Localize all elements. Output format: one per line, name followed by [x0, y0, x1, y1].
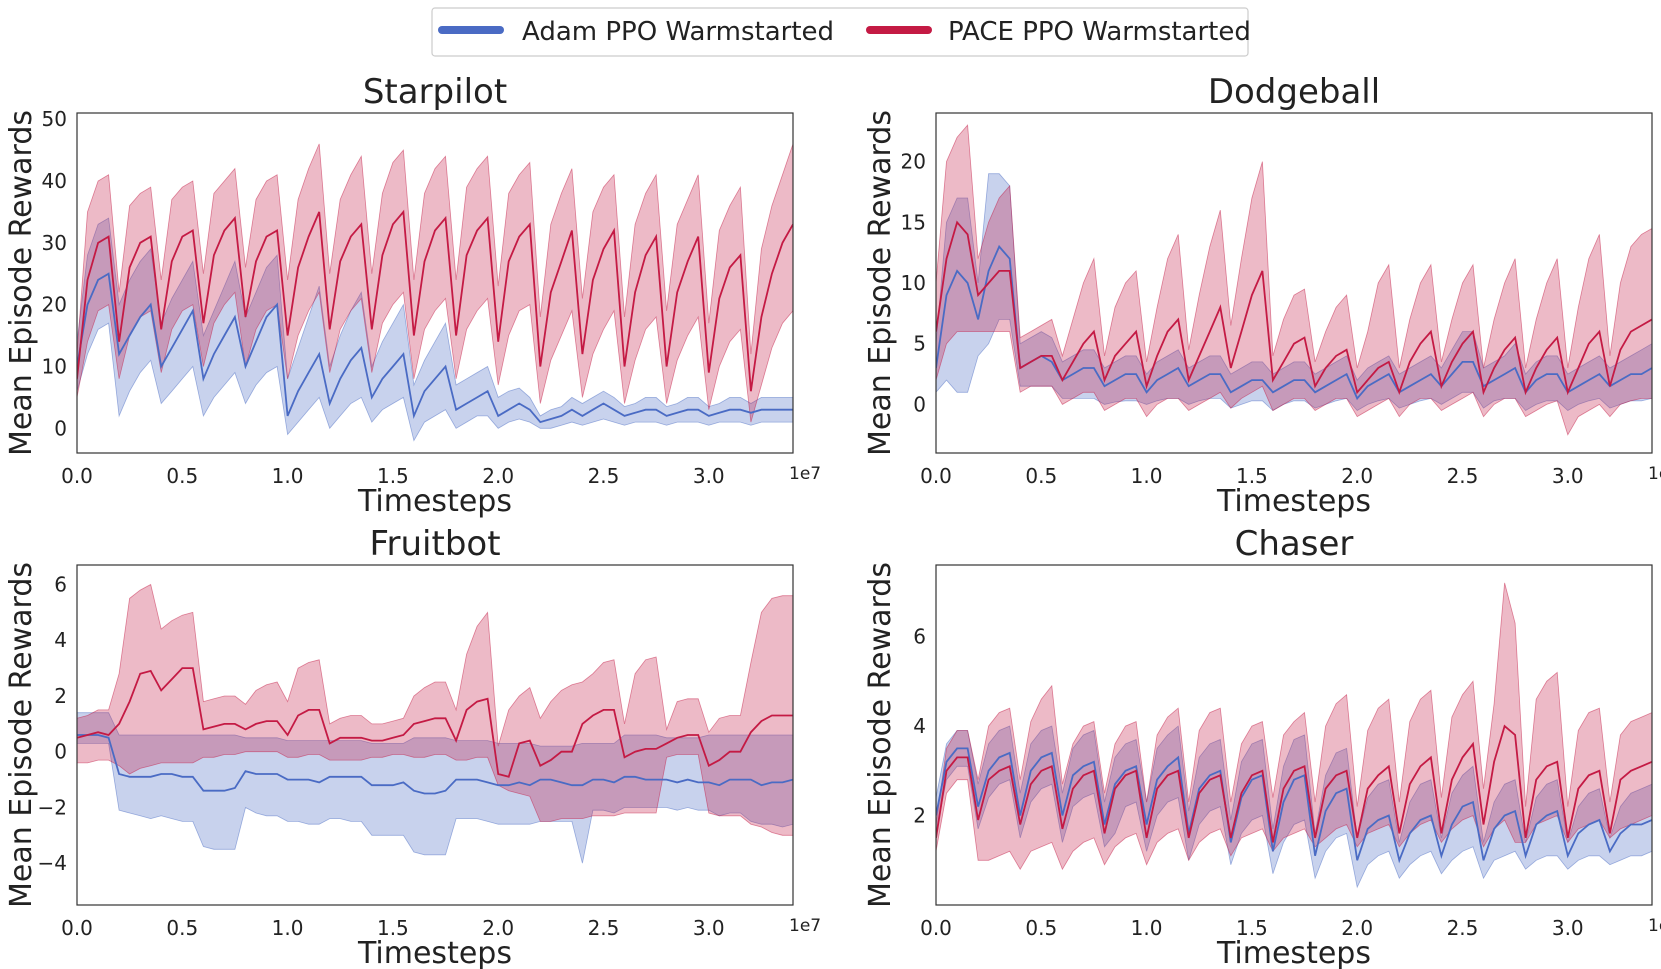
chaser-xlabel: Timesteps	[1216, 936, 1371, 969]
chaser-band-pace-ppo-warmstarted	[936, 582, 1652, 871]
fruitbot-xlabel: Timesteps	[357, 936, 512, 969]
starpilot-xtick-label: 2.0	[482, 464, 514, 488]
chaser-xtick-label: 3.0	[1552, 916, 1584, 940]
starpilot-xtick-label: 1.5	[377, 464, 409, 488]
legend-box	[431, 7, 1249, 57]
starpilot-x-multiplier: 1e7	[789, 464, 821, 484]
starpilot-band-adam-ppo-warmstarted	[77, 217, 793, 442]
fruitbot-xtick-label: 2.5	[588, 916, 620, 940]
starpilot-plot-area	[77, 143, 793, 442]
dodgeball-ytick-label: 5	[913, 332, 926, 356]
dodgeball-xlabel: Timesteps	[1216, 484, 1371, 519]
chaser-title: Chaser	[1235, 524, 1354, 564]
dodgeball-xtick-label: 3.0	[1552, 464, 1584, 488]
starpilot-ytick-label: 40	[42, 169, 67, 193]
dodgeball-ytick-label: 20	[901, 150, 926, 174]
starpilot-line-pace-ppo-warmstarted	[77, 209, 793, 392]
fruitbot-ytick-label: 4	[54, 628, 67, 652]
chaser-xtick-label: 1.0	[1131, 916, 1163, 940]
dodgeball-plot-area	[936, 124, 1652, 436]
starpilot-xtick-label: 1.0	[272, 464, 304, 488]
chaser-plot-area	[936, 582, 1652, 889]
starpilot-xtick-label: 2.5	[588, 464, 620, 488]
fruitbot-ytick-label: 6	[54, 573, 67, 597]
starpilot-ylabel: Mean Episode Rewards	[4, 110, 39, 456]
starpilot-xtick-label: 3.0	[693, 464, 725, 488]
fruitbot-band-pace-ppo-warmstarted	[77, 583, 793, 836]
chaser-xtick-label: 0.5	[1025, 916, 1057, 940]
chaser-xtick-label: 1.5	[1236, 916, 1268, 940]
starpilot-ytick-label: 20	[42, 293, 67, 317]
fruitbot-xtick-label: 0.5	[166, 916, 198, 940]
fruitbot-plot-area	[77, 583, 793, 864]
dodgeball-ytick-label: 10	[901, 271, 926, 295]
starpilot-panel: Starpilot 0.0 0.5 1.0 1.5 2.0 2.5 3.0 0 10 20 30 40 5…	[4, 72, 821, 519]
chaser-x-multiplier: 1e7	[1648, 916, 1661, 936]
dodgeball-x-multiplier: 1e7	[1648, 464, 1661, 484]
chaser-line-adam-ppo-warmstarted	[936, 747, 1652, 864]
starpilot-frame	[76, 112, 794, 454]
starpilot-line-adam-ppo-warmstarted	[77, 272, 793, 424]
starpilot-ytick-label: 10	[42, 354, 67, 378]
fruitbot-ylabel: Mean Episode Rewards	[4, 562, 39, 908]
starpilot-xlabel: Timesteps	[357, 484, 512, 519]
fruitbot-xtick-label: 1.5	[377, 916, 409, 940]
dodgeball-line-pace-ppo-warmstarted	[936, 220, 1652, 396]
legend: Adam PPO Warmstarted PACE PPO Warmstarte…	[431, 7, 1251, 57]
starpilot-ytick-label: 0	[54, 416, 67, 440]
dodgeball-xtick-label: 1.5	[1236, 464, 1268, 488]
legend-label-pace: PACE PPO Warmstarted	[948, 17, 1251, 47]
starpilot-title: Starpilot	[363, 72, 507, 112]
legend-label-adam: Adam PPO Warmstarted	[522, 17, 834, 47]
chaser-frame	[935, 564, 1653, 906]
dodgeball-line-adam-ppo-warmstarted	[936, 244, 1652, 401]
chaser-panel: Chaser 0.0 0.5 1.0 1.5 2.0 2.5 3.0 2 4 6 1e7 Timeste…	[863, 524, 1661, 969]
fruitbot-ytick-label: 2	[54, 684, 67, 708]
fruitbot-ytick-label: 0	[54, 740, 67, 764]
fruitbot-x-multiplier: 1e7	[789, 916, 821, 936]
fruitbot-line-adam-ppo-warmstarted	[77, 734, 793, 795]
fruitbot-xtick-label: 0.0	[61, 916, 93, 940]
starpilot-xtick-label: 0.0	[61, 464, 93, 488]
chaser-ytick-label: 2	[913, 804, 926, 828]
starpilot-ytick-label: 30	[42, 231, 67, 255]
fruitbot-ytick-label: −4	[38, 851, 67, 875]
chaser-xtick-label: 0.0	[920, 916, 952, 940]
chaser-band-adam-ppo-warmstarted	[936, 725, 1652, 889]
starpilot-band-pace-ppo-warmstarted	[77, 143, 793, 423]
chaser-ylabel: Mean Episode Rewards	[863, 562, 898, 908]
fruitbot-panel: Fruitbot 0.0 0.5 1.0 1.5 2.0 2.5 3.0 −4 −2 0 2 4 6 1e7…	[4, 524, 821, 969]
fruitbot-line-pace-ppo-warmstarted	[77, 667, 793, 778]
starpilot-ytick-label: 50	[42, 107, 67, 131]
dodgeball-ytick-label: 0	[913, 392, 926, 416]
fruitbot-band-adam-ppo-warmstarted	[77, 712, 793, 864]
dodgeball-title: Dodgeball	[1208, 72, 1380, 112]
fruitbot-xtick-label: 3.0	[693, 916, 725, 940]
dodgeball-frame	[935, 112, 1653, 454]
dodgeball-ylabel: Mean Episode Rewards	[863, 110, 898, 456]
fruitbot-xtick-label: 2.0	[482, 916, 514, 940]
starpilot-xtick-label: 0.5	[166, 464, 198, 488]
dodgeball-band-pace-ppo-warmstarted	[936, 124, 1652, 436]
dodgeball-ytick-label: 15	[901, 210, 926, 234]
dodgeball-xtick-label: 1.0	[1131, 464, 1163, 488]
fruitbot-ytick-label: −2	[38, 795, 67, 819]
chaser-line-pace-ppo-warmstarted	[936, 724, 1652, 843]
dodgeball-xtick-label: 0.5	[1025, 464, 1057, 488]
fruitbot-title: Fruitbot	[369, 524, 500, 564]
chaser-ytick-label: 6	[913, 625, 926, 649]
chaser-xtick-label: 2.0	[1341, 916, 1373, 940]
fruitbot-xtick-label: 1.0	[272, 916, 304, 940]
dodgeball-panel: Dodgeball 0.0 0.5 1.0 1.5 2.0 2.5 3.0 0 5 10 15 20 1e…	[863, 72, 1661, 519]
dodgeball-xtick-label: 0.0	[920, 464, 952, 488]
chaser-ytick-label: 4	[913, 714, 926, 738]
chaser-xtick-label: 2.5	[1447, 916, 1479, 940]
fruitbot-frame	[76, 564, 794, 906]
dodgeball-xtick-label: 2.0	[1341, 464, 1373, 488]
dodgeball-xtick-label: 2.5	[1447, 464, 1479, 488]
